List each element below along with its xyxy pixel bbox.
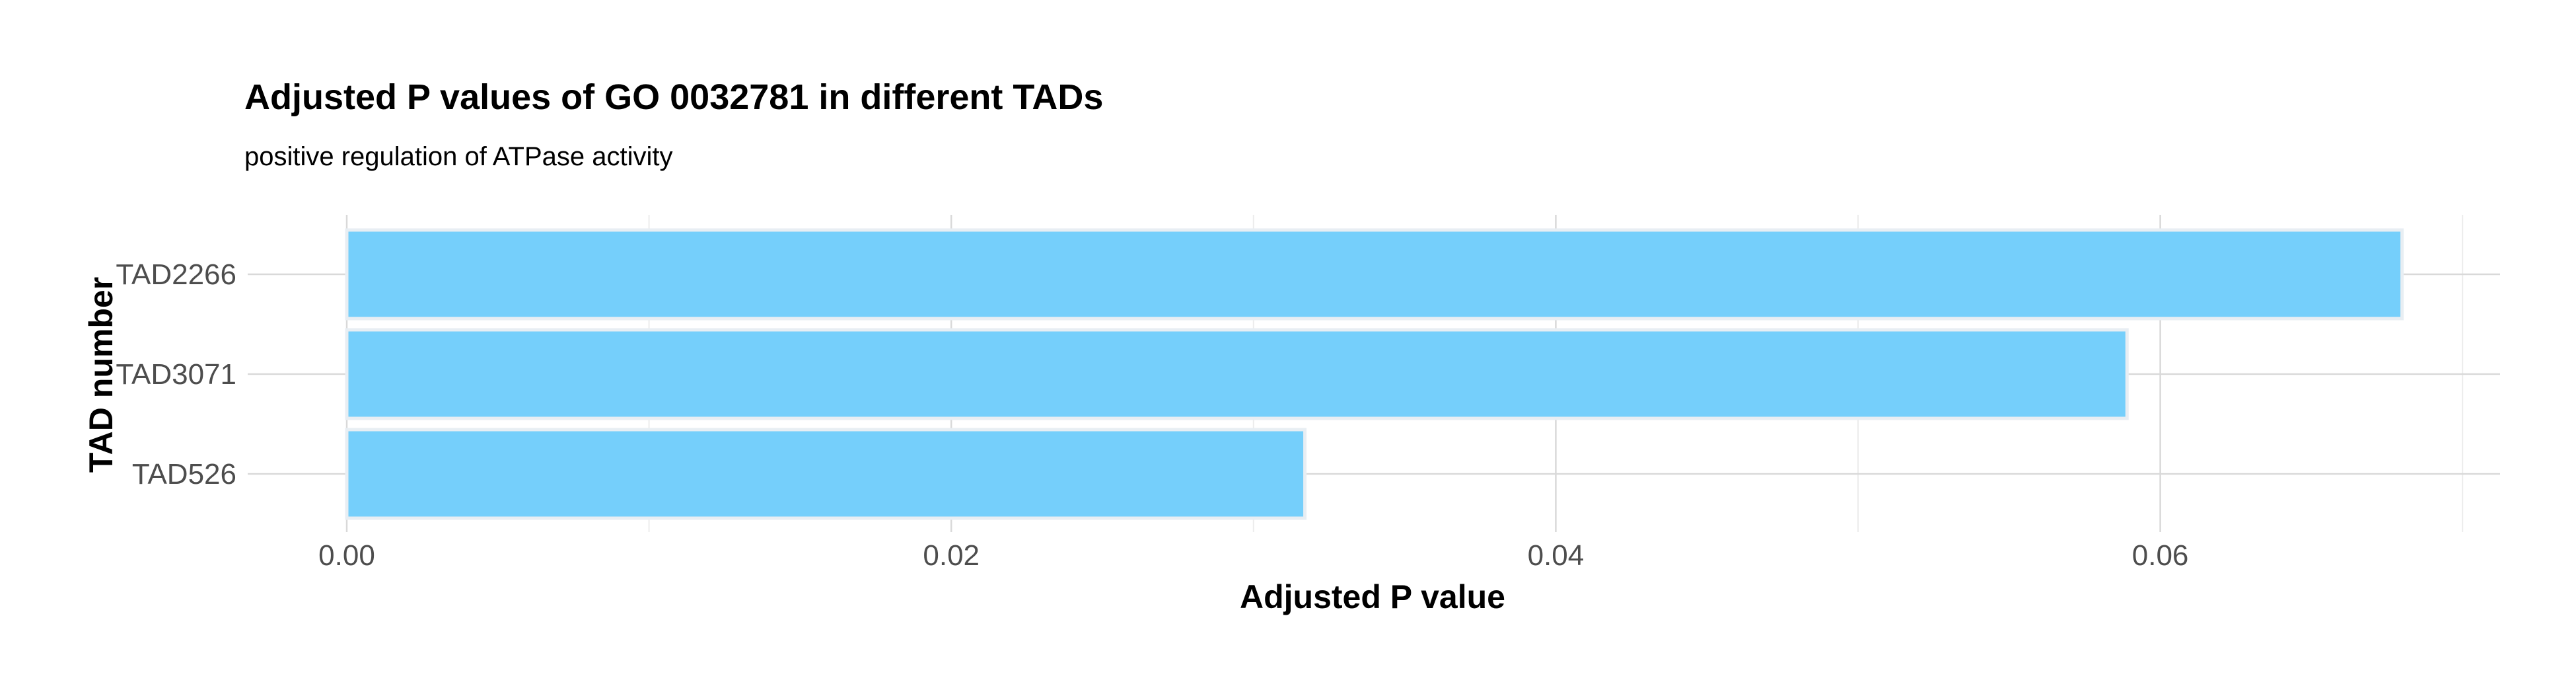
bar-tad3071 [345,328,2129,420]
bars [345,228,2404,520]
y-tick-label: TAD3071 [116,358,236,391]
bar-tad526 [345,428,1307,520]
y-tick-label: TAD2266 [116,258,236,291]
x-tick-label: 0.06 [2132,539,2189,572]
x-axis-title: Adjusted P value [1240,578,1505,615]
x-tick-label: 0.02 [923,539,980,572]
x-tick-label: 0.04 [1528,539,1585,572]
chart-title: Adjusted P values of GO 0032781 in diffe… [244,77,1103,117]
bar-tad2266 [345,228,2404,321]
x-axis-tick-labels: 0.00 0.02 0.04 0.06 [318,539,2188,572]
y-axis-tick-labels: TAD2266 TAD3071 TAD526 [116,258,236,490]
chart-subtitle: positive regulation of ATPase activity [244,142,672,171]
x-tick-label: 0.00 [318,539,375,572]
y-axis-title: TAD number [83,277,120,473]
y-tick-label: TAD526 [132,458,236,490]
